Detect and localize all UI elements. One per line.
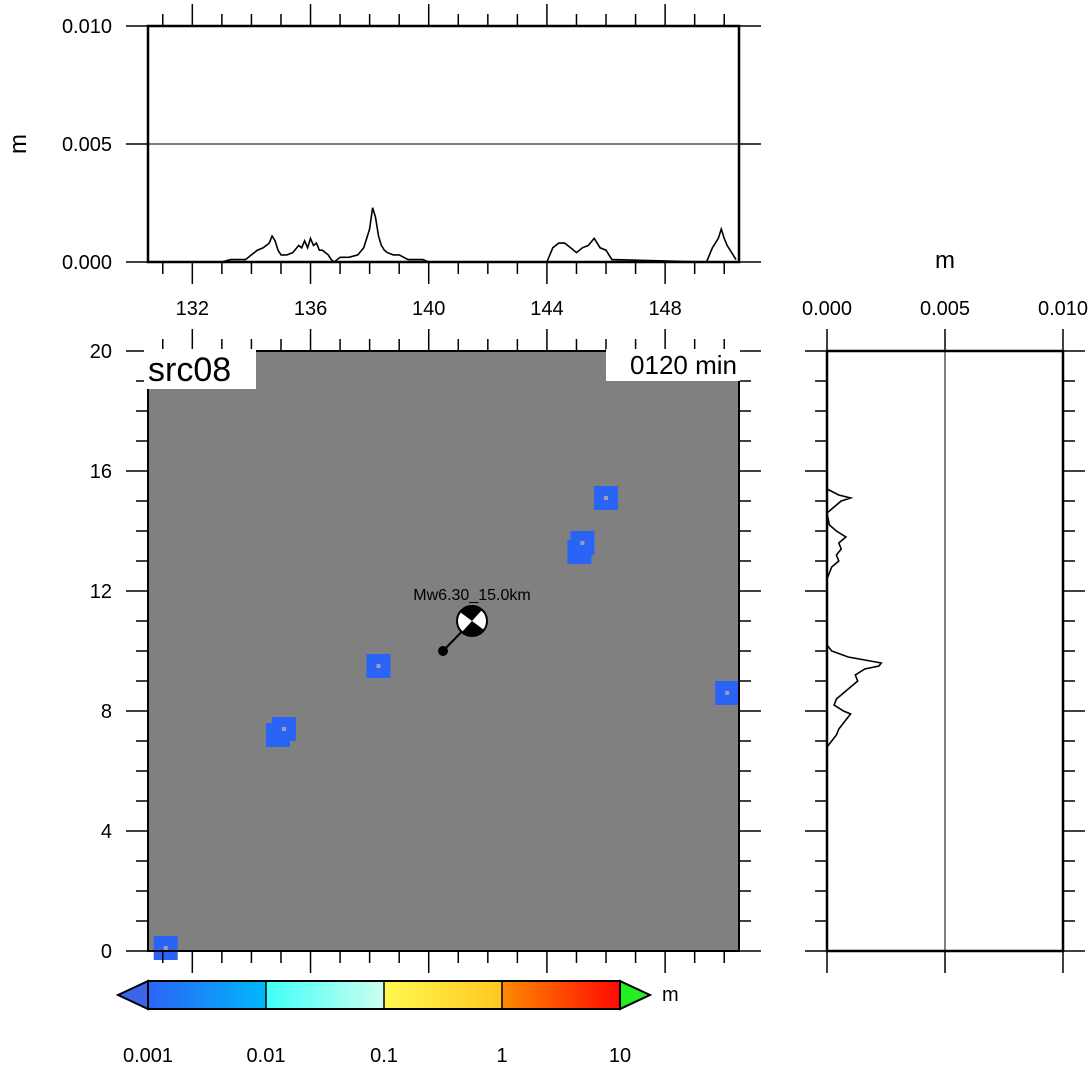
map-patch-core	[281, 727, 286, 731]
colorbar: m 0.001 0.01 0.1 1 10	[115, 979, 679, 1067]
map-y-axis: 0 4 8 12 16 20	[90, 341, 761, 963]
map-panel: Mw6.30_15.0km 0 4 8 12 16 20 src08 0120 min	[90, 329, 761, 973]
right-profile-line	[826, 488, 883, 748]
map-wave-patches	[153, 486, 740, 960]
right-xtick-label: 0.010	[1038, 298, 1088, 320]
beachball-icon	[456, 605, 488, 637]
right-xlabel: m	[935, 247, 955, 274]
top-ytick-label: 0.000	[62, 252, 112, 274]
right-xtick-label: 0.000	[802, 298, 852, 320]
map-patch-core	[376, 664, 381, 668]
title-left-box	[144, 349, 256, 389]
map-ytick-label: 8	[101, 701, 112, 723]
colorbar-over-triangle	[619, 979, 653, 1011]
top-ytick-label: 0.005	[62, 134, 112, 156]
top-ytick-label: 0.010	[62, 16, 112, 38]
top-profile-axes: 132 136 140 144 148 0.000 0.005 0.010	[62, 4, 761, 320]
top-xtick-label: 148	[648, 298, 681, 320]
map-x-axis	[162, 329, 725, 973]
map-ytick-label: 0	[101, 941, 112, 963]
right-profile-panel: 0.000 0.005 0.010 m	[802, 247, 1088, 973]
map-patch-core	[580, 541, 585, 545]
top-ylabel: m	[5, 134, 32, 154]
source-annotation: Mw6.30_15.0km	[413, 587, 530, 604]
top-xtick-label: 144	[530, 298, 563, 320]
colorbar-seg-4	[502, 981, 620, 1009]
colorbar-seg-1	[148, 981, 266, 1009]
epicenter-dot	[438, 646, 448, 656]
top-profile-line	[221, 207, 737, 264]
title-right-box	[606, 349, 740, 381]
colorbar-under-triangle	[115, 979, 149, 1011]
map-ytick-label: 20	[90, 341, 112, 363]
title-left: src08	[148, 351, 231, 389]
colorbar-label: 10	[609, 1045, 631, 1067]
right-profile-axes: 0.000 0.005 0.010	[802, 298, 1088, 973]
top-profile-panel: 132 136 140 144 148 0.000 0.005 0.010 m	[5, 4, 761, 320]
colorbar-seg-2	[266, 981, 384, 1009]
map-ytick-label: 4	[101, 821, 112, 843]
colorbar-label: 0.001	[123, 1045, 173, 1067]
map-ytick-label: 16	[90, 461, 112, 483]
colorbar-labels: 0.001 0.01 0.1 1 10	[123, 1045, 631, 1067]
title-right: 0120 min	[630, 350, 737, 380]
map-patch-core	[604, 496, 608, 500]
colorbar-seg-3	[384, 981, 502, 1009]
map-patch-core	[163, 946, 168, 950]
colorbar-label: 1	[496, 1045, 507, 1067]
map-ytick-label: 12	[90, 581, 112, 603]
right-xtick-label: 0.005	[920, 298, 970, 320]
top-xtick-label: 140	[412, 298, 445, 320]
colorbar-unit: m	[662, 984, 679, 1006]
colorbar-label: 0.1	[370, 1045, 398, 1067]
colorbar-label: 0.01	[247, 1045, 286, 1067]
map-patch-core	[725, 691, 730, 695]
top-xtick-label: 132	[176, 298, 209, 320]
top-xtick-label: 136	[294, 298, 327, 320]
